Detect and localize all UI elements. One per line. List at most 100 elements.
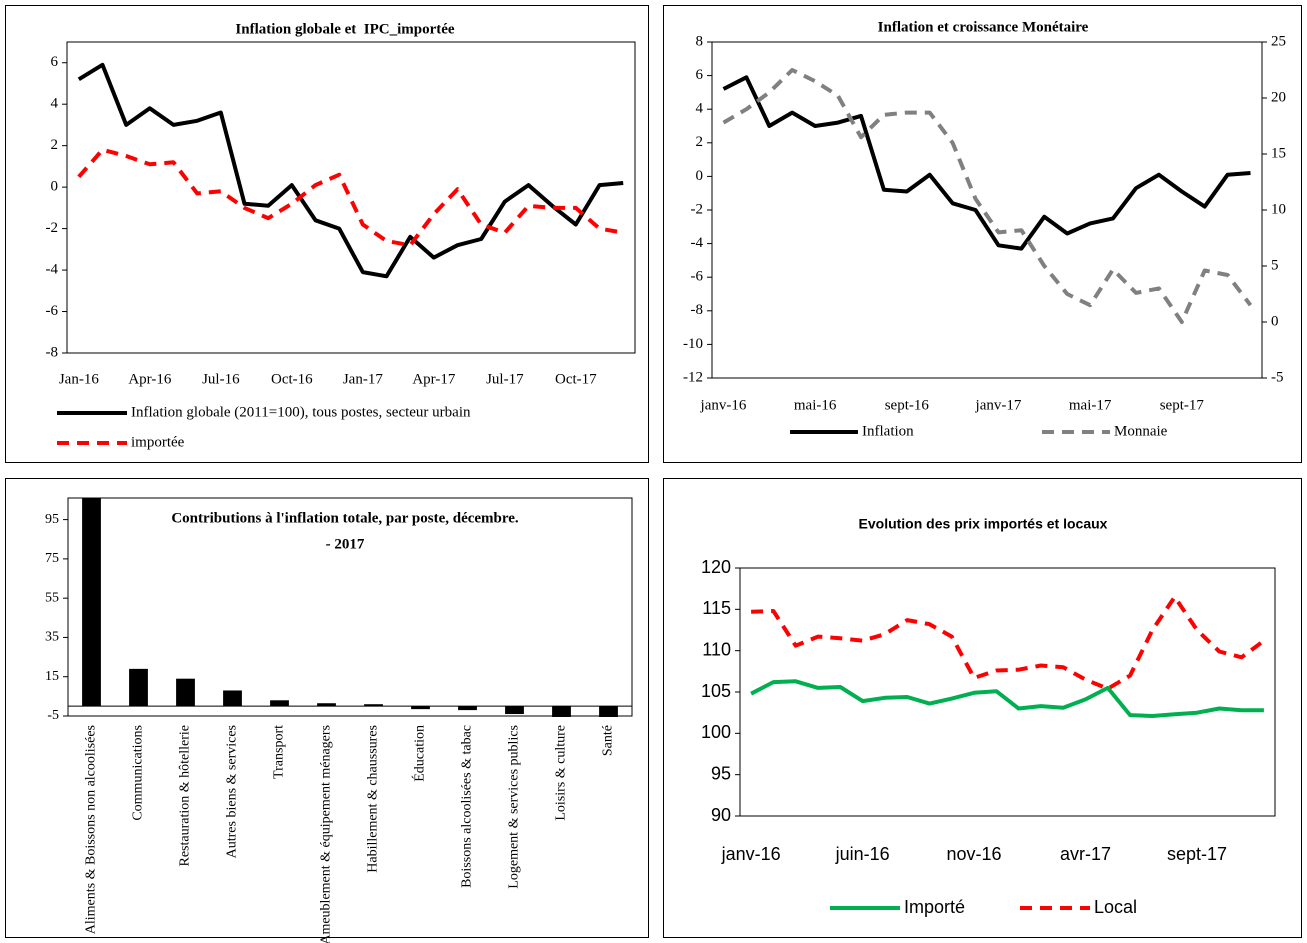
- x-tick-label: Apr-16: [128, 371, 172, 387]
- y-tick-label: 55: [45, 590, 59, 605]
- y-tick-label: 8: [696, 33, 704, 49]
- y-tick-label: 6: [696, 67, 704, 83]
- series-line: [722, 68, 1253, 324]
- x-tick-label: Communications: [131, 725, 146, 821]
- x-tick-label: Oct-17: [555, 371, 597, 387]
- bar: [270, 700, 289, 707]
- series-line: [722, 75, 1251, 251]
- y-tick-label: -6: [46, 303, 59, 319]
- y-tick-label: -4: [46, 262, 59, 278]
- chart-title: Evolution des prix importés et locaux: [859, 516, 1108, 532]
- plot-frame: [66, 41, 636, 354]
- y-tick-label: 105: [701, 681, 731, 701]
- chart: Contributions à l'inflation totale, par …: [45, 497, 633, 943]
- legend-label: Local: [1094, 897, 1137, 917]
- y-tick-label: 95: [45, 512, 59, 527]
- y-tick-label: 6: [51, 54, 59, 70]
- y-tick-label: 75: [45, 551, 59, 566]
- series-line: [77, 62, 624, 279]
- bar: [82, 498, 101, 707]
- legend-label: Inflation: [862, 423, 914, 439]
- bar: [411, 706, 430, 710]
- panel: [5, 5, 649, 463]
- x-tick-label: avr-17: [1060, 844, 1111, 864]
- y-tick-label: 120: [701, 557, 731, 577]
- y-tick-label: -6: [691, 269, 704, 285]
- x-tick-label: Jan-17: [343, 371, 383, 387]
- bar: [176, 678, 195, 707]
- chart-title: Inflation et croissance Monétaire: [878, 19, 1089, 35]
- y2-tick-label: 15: [1271, 145, 1286, 161]
- x-tick-label: Autres biens & services: [225, 725, 240, 858]
- y-tick-label: 0: [696, 168, 704, 184]
- y-tick-label: 90: [711, 805, 731, 825]
- chart: Evolution des prix importés et locaux 90 9…: [701, 516, 1276, 917]
- x-tick-label: Loisirs & culture: [554, 725, 569, 821]
- x-tick-label: Jul-17: [486, 371, 524, 387]
- x-tick-label: Aliments & Boissons non alcoolisées: [84, 725, 99, 934]
- y-tick-label: 100: [701, 722, 731, 742]
- series-line: [750, 679, 1264, 718]
- y-tick-label: -8: [46, 344, 59, 360]
- plot-frame: [711, 41, 1263, 379]
- y2-tick-label: 0: [1271, 313, 1279, 329]
- bar: [364, 704, 383, 707]
- y-tick-label: -5: [47, 708, 59, 723]
- bar: [223, 690, 242, 707]
- y-tick-label: -10: [683, 336, 703, 352]
- bar: [129, 668, 148, 707]
- x-tick-label: janv-16: [700, 397, 747, 413]
- x-tick-label: mai-17: [1069, 397, 1112, 413]
- bar: [317, 703, 336, 707]
- chart: Inflation globale et IPC_importée -8 -6 -4 -…: [46, 21, 636, 450]
- panel: [663, 478, 1302, 938]
- legend-label: importée: [131, 434, 185, 450]
- y-tick-label: 2: [696, 134, 704, 150]
- x-tick-label: sept-17: [1160, 397, 1205, 413]
- y2-tick-label: -5: [1271, 369, 1284, 385]
- x-tick-label: Transport: [272, 725, 287, 779]
- x-tick-label: sept-17: [1167, 844, 1227, 864]
- x-tick-label: janv-16: [721, 844, 781, 864]
- chart-title: Contributions à l'inflation totale, par …: [171, 510, 519, 526]
- x-tick-label: Jan-16: [59, 371, 99, 387]
- y-tick-label: 110: [702, 639, 731, 659]
- y-tick-label: -12: [683, 369, 703, 385]
- y-tick-label: -4: [691, 235, 704, 251]
- y-tick-label: 4: [696, 101, 704, 117]
- bar: [552, 706, 571, 717]
- x-tick-label: Éducation: [411, 725, 428, 782]
- chart-title: Inflation globale et IPC_importée: [235, 21, 454, 37]
- chart: Inflation et croissance Monétaire -12 -10 -…: [683, 19, 1286, 439]
- legend-label: Inflation globale (2011=100), tous poste…: [131, 404, 471, 420]
- x-tick-label: janv-17: [975, 397, 1022, 413]
- legend-label: Monnaie: [1114, 423, 1168, 439]
- x-tick-label: juin-16: [835, 844, 890, 864]
- y-tick-label: 4: [51, 96, 59, 112]
- x-tick-label: nov-16: [947, 844, 1002, 864]
- y-tick-label: 35: [45, 630, 59, 645]
- y-tick-label: 15: [45, 669, 59, 684]
- y-tick-label: -2: [691, 201, 704, 217]
- x-tick-label: sept-16: [885, 397, 930, 413]
- y-tick-label: 2: [51, 137, 59, 153]
- x-tick-label: Apr-17: [412, 371, 456, 387]
- x-tick-label: Jul-16: [202, 371, 240, 387]
- bar: [505, 706, 524, 715]
- x-tick-label: Restauration & hôtellerie: [178, 725, 193, 867]
- plot-frame: [67, 497, 633, 717]
- y2-tick-label: 20: [1271, 89, 1286, 105]
- y-tick-label: -2: [46, 220, 59, 236]
- y2-tick-label: 5: [1271, 257, 1279, 273]
- legend-label: Importé: [904, 897, 965, 917]
- x-tick-label: Logement & services publics: [507, 725, 522, 889]
- y-tick-label: 0: [51, 179, 59, 195]
- y-tick-label: -8: [691, 302, 704, 318]
- y2-tick-label: 10: [1271, 201, 1286, 217]
- y-tick-label: 95: [711, 763, 731, 783]
- chart-title: - 2017: [326, 536, 365, 552]
- series-line: [77, 147, 624, 248]
- y-tick-label: 115: [702, 598, 731, 618]
- x-tick-label: Oct-16: [271, 371, 313, 387]
